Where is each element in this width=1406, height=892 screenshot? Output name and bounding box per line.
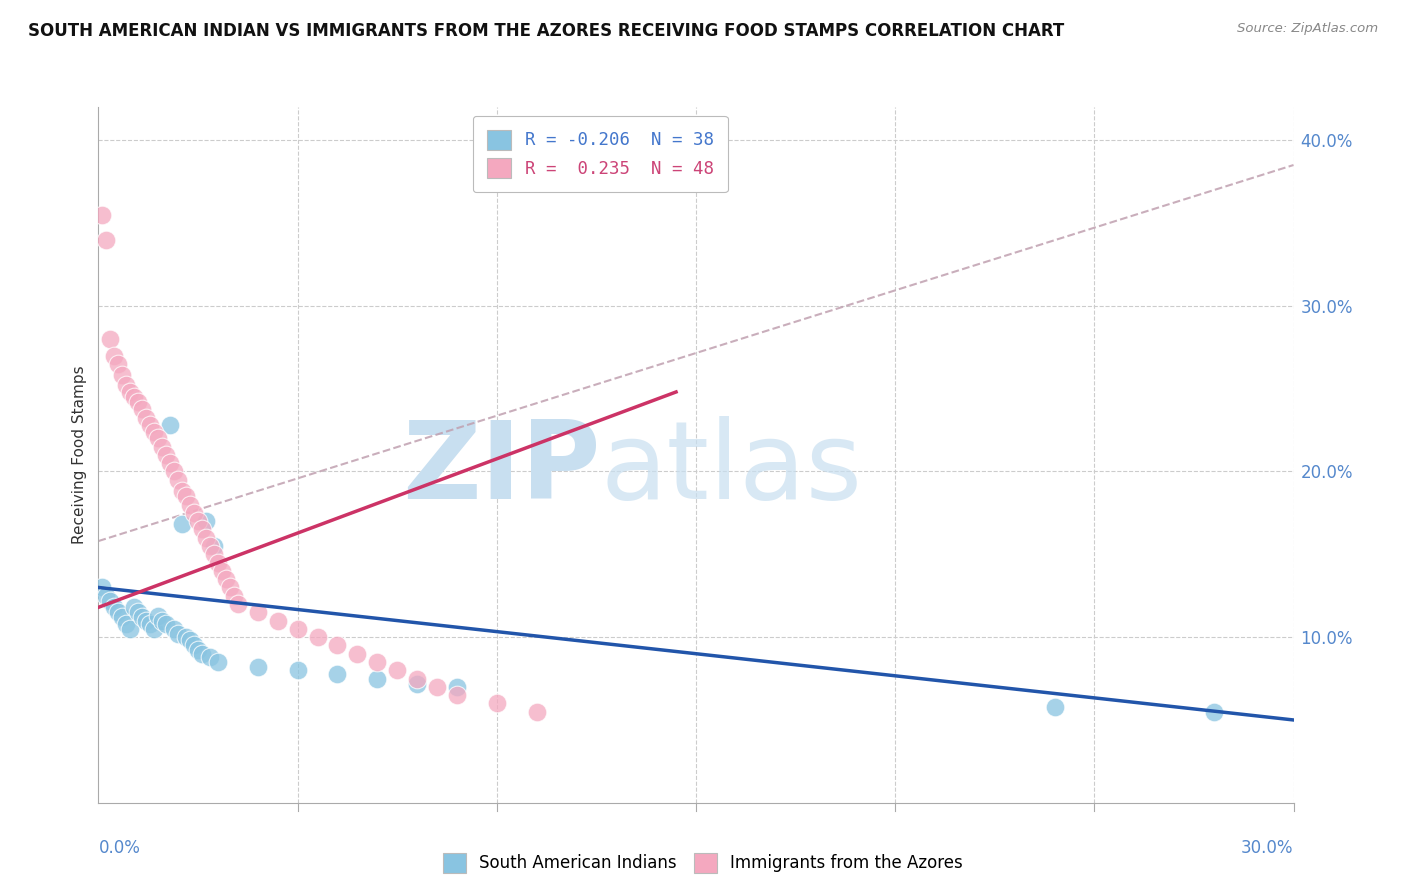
Point — [91, 208, 114, 222]
Text: SOUTH AMERICAN INDIAN VS IMMIGRANTS FROM THE AZORES RECEIVING FOOD STAMPS CORREL: SOUTH AMERICAN INDIAN VS IMMIGRANTS FROM… — [28, 22, 1064, 40]
Point — [207, 556, 229, 570]
Point — [1043, 699, 1066, 714]
Point — [103, 349, 125, 363]
Point — [167, 473, 190, 487]
Point — [287, 663, 309, 677]
Point — [326, 666, 349, 681]
Point — [174, 630, 197, 644]
Text: 0.0%: 0.0% — [98, 839, 141, 857]
Point — [120, 622, 142, 636]
Point — [179, 498, 201, 512]
Point — [195, 514, 218, 528]
Point — [127, 395, 149, 409]
Point — [135, 614, 157, 628]
Point — [163, 622, 186, 636]
Y-axis label: Receiving Food Stamps: Receiving Food Stamps — [72, 366, 87, 544]
Point — [226, 597, 249, 611]
Point — [346, 647, 368, 661]
Point — [100, 332, 122, 346]
Point — [1202, 705, 1225, 719]
Point — [159, 456, 181, 470]
Point — [246, 605, 269, 619]
Point — [406, 676, 429, 690]
Point — [139, 418, 162, 433]
Text: Source: ZipAtlas.com: Source: ZipAtlas.com — [1237, 22, 1378, 36]
Point — [115, 378, 138, 392]
Legend: R = -0.206  N = 38, R =  0.235  N = 48: R = -0.206 N = 38, R = 0.235 N = 48 — [472, 116, 728, 193]
Point — [124, 390, 146, 404]
Point — [191, 647, 214, 661]
Point — [179, 633, 201, 648]
Point — [202, 547, 225, 561]
Point — [96, 233, 118, 247]
Point — [202, 539, 225, 553]
Point — [191, 523, 214, 537]
Point — [150, 614, 173, 628]
Point — [187, 514, 209, 528]
Point — [172, 484, 194, 499]
Point — [426, 680, 449, 694]
Point — [127, 605, 149, 619]
Point — [139, 616, 162, 631]
Point — [246, 660, 269, 674]
Point — [183, 506, 205, 520]
Point — [183, 639, 205, 653]
Point — [107, 357, 129, 371]
Point — [159, 418, 181, 433]
Point — [91, 581, 114, 595]
Point — [115, 616, 138, 631]
Point — [148, 608, 170, 623]
Point — [446, 680, 468, 694]
Point — [485, 697, 508, 711]
Text: ZIP: ZIP — [402, 416, 600, 522]
Point — [219, 581, 242, 595]
Point — [103, 600, 125, 615]
Point — [167, 627, 190, 641]
Legend: South American Indians, Immigrants from the Azores: South American Indians, Immigrants from … — [436, 847, 970, 880]
Point — [163, 465, 186, 479]
Point — [155, 616, 177, 631]
Point — [143, 622, 166, 636]
Point — [287, 622, 309, 636]
Point — [111, 610, 134, 624]
Point — [155, 448, 177, 462]
Point — [150, 440, 173, 454]
Point — [172, 517, 194, 532]
Point — [446, 688, 468, 702]
Point — [406, 672, 429, 686]
Point — [124, 600, 146, 615]
Point — [207, 655, 229, 669]
Point — [385, 663, 409, 677]
Point — [526, 705, 548, 719]
Point — [120, 384, 142, 399]
Text: atlas: atlas — [600, 416, 862, 522]
Point — [366, 655, 388, 669]
Point — [174, 489, 197, 503]
Point — [96, 589, 118, 603]
Point — [131, 610, 153, 624]
Point — [107, 605, 129, 619]
Point — [143, 425, 166, 439]
Point — [187, 643, 209, 657]
Point — [131, 401, 153, 416]
Point — [111, 368, 134, 383]
Point — [222, 589, 245, 603]
Point — [198, 650, 221, 665]
Point — [195, 531, 218, 545]
Point — [100, 593, 122, 607]
Text: 30.0%: 30.0% — [1241, 839, 1294, 857]
Point — [267, 614, 290, 628]
Point — [307, 630, 329, 644]
Point — [135, 411, 157, 425]
Point — [366, 672, 388, 686]
Point — [198, 539, 221, 553]
Point — [148, 431, 170, 445]
Point — [211, 564, 233, 578]
Point — [215, 572, 238, 586]
Point — [326, 639, 349, 653]
